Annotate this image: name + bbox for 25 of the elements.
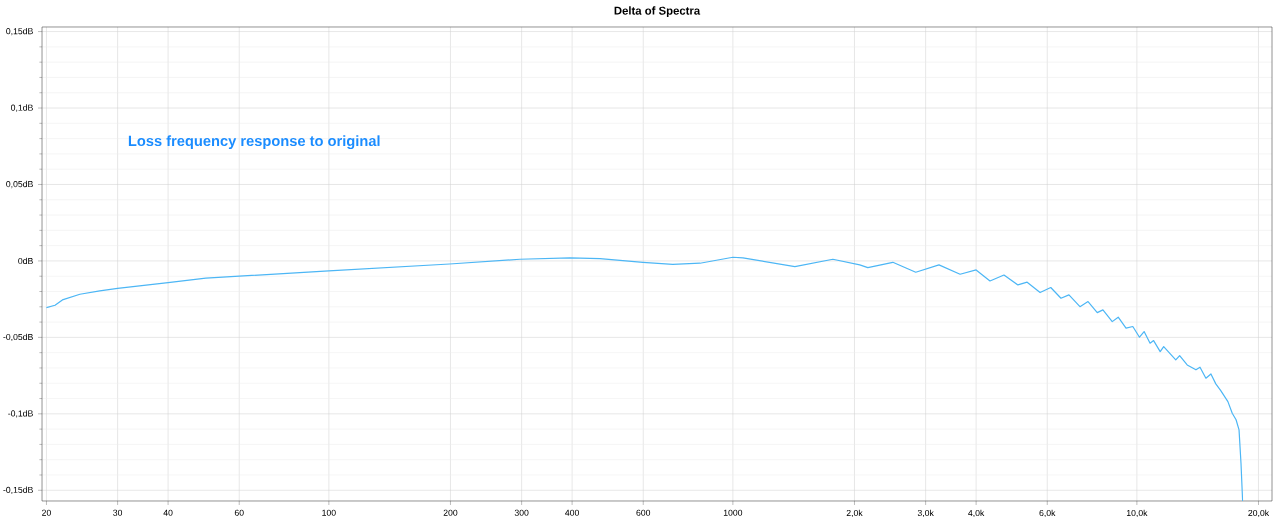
- x-tick-label: 4,0k: [968, 509, 985, 518]
- y-tick-label: -0,15dB: [3, 486, 33, 494]
- x-tick-label: 30: [113, 509, 123, 516]
- x-tick-label: 20: [42, 509, 51, 516]
- x-tick-label: 200: [443, 509, 458, 516]
- x-tick-label: 3,0k: [917, 509, 934, 518]
- y-tick-label: 0,05dB: [6, 180, 33, 189]
- x-tick-label: 20,0k: [1248, 509, 1270, 518]
- x-tick-label: 6,0k: [1039, 509, 1056, 518]
- x-tick-label: 10,0k: [1126, 509, 1148, 518]
- x-tick-label: 1000: [723, 509, 743, 516]
- x-tick-label: 40: [163, 509, 173, 516]
- y-tick-label: 0dB: [18, 257, 33, 265]
- y-tick-label: -0,1dB: [8, 410, 33, 418]
- annotation: Loss frequency response to original: [128, 135, 380, 150]
- x-tick-label: 400: [565, 509, 579, 516]
- y-tick-label: -0,05dB: [3, 333, 33, 342]
- x-tick-label: 600: [636, 509, 651, 516]
- x-tick-label: 300: [514, 509, 529, 516]
- chart-title: Delta of Spectra: [614, 6, 701, 17]
- y-tick-label: 0,15dB: [6, 27, 33, 36]
- x-tick-label: 2,0k: [846, 509, 863, 518]
- x-tick-label: 100: [322, 509, 336, 516]
- x-tick-label: 60: [234, 509, 244, 516]
- y-tick-label: 0,1dB: [11, 104, 33, 112]
